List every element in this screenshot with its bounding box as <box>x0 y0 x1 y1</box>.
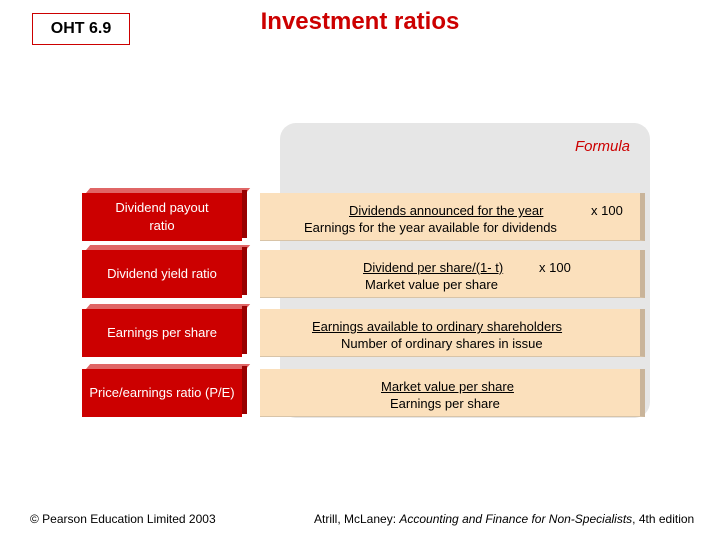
formula-dividend-yield: Dividend per share/(1- t) x 100 Market v… <box>260 250 645 298</box>
ratio-label-text: Dividend yield ratio <box>107 266 217 282</box>
citation-edition: , 4th edition <box>632 512 695 526</box>
ratio-label-text: Price/earnings ratio (P/E) <box>89 385 235 401</box>
formula-heading: Formula <box>574 138 630 155</box>
ratio-label-text: Earnings per share <box>107 325 217 341</box>
ratio-label-dividend-payout: Dividend payout ratio <box>82 190 247 241</box>
book-citation: Atrill, McLaney: Accounting and Finance … <box>314 512 694 526</box>
citation-authors: Atrill, McLaney: <box>314 512 400 526</box>
formula-price-earnings: Market value per share Earnings per shar… <box>260 369 645 417</box>
page-title: Investment ratios <box>260 8 460 35</box>
formula-dividend-payout: Dividends announced for the year x 100 E… <box>260 193 645 241</box>
ratio-label-dividend-yield: Dividend yield ratio <box>82 247 247 298</box>
formula-denominator: Earnings for the year available for divi… <box>304 220 557 235</box>
formula-denominator: Earnings per share <box>390 396 500 411</box>
ratio-label-price-earnings: Price/earnings ratio (P/E) <box>82 366 247 417</box>
formula-numerator: Dividends announced for the year <box>349 203 544 218</box>
formula-multiplier: x 100 <box>539 260 571 275</box>
copyright-notice: © Pearson Education Limited 2003 <box>30 512 216 526</box>
citation-title: Accounting and Finance for Non-Specialis… <box>399 512 633 526</box>
formula-multiplier: x 100 <box>591 203 623 218</box>
formula-earnings-per-share: Earnings available to ordinary sharehold… <box>260 309 645 357</box>
slide-number-label: OHT 6.9 <box>50 20 112 37</box>
slide-number-badge: OHT 6.9 <box>32 13 130 45</box>
formula-numerator: Earnings available to ordinary sharehold… <box>312 319 563 334</box>
formula-denominator: Number of ordinary shares in issue <box>341 336 543 351</box>
ratio-label-text: Dividend payout ratio <box>115 200 209 233</box>
ratio-label-earnings-per-share: Earnings per share <box>82 306 247 357</box>
formula-numerator: Market value per share <box>381 379 514 394</box>
formula-numerator: Dividend per share/(1- t) <box>363 260 504 275</box>
formula-denominator: Market value per share <box>365 277 498 292</box>
